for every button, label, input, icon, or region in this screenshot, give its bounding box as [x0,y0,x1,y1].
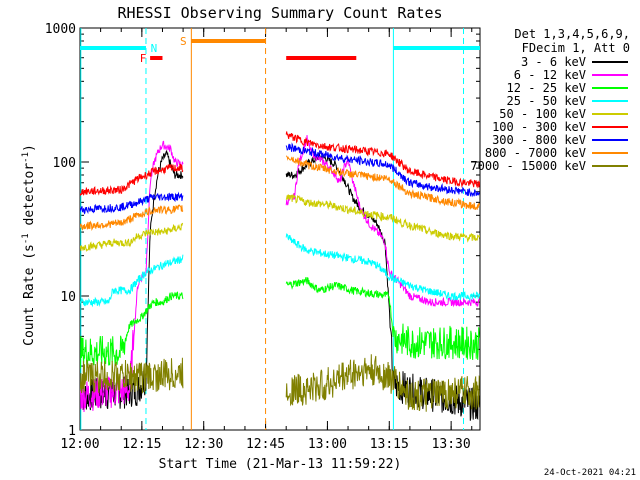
y-axis-label-main: Count Rate (s [22,244,37,346]
y-axis-label-end: ) [22,144,37,152]
series-line-pre-2 [80,291,184,370]
series-line-post-8 [285,354,480,412]
interval-bar-label: S [180,35,187,48]
plot-area: 1 10 100 1000 12:00 12:15 12:30 12:45 13:00 13:15… [45,22,481,452]
y-tick-label: 1 [68,424,76,439]
x-tick-label: 12:45 [246,437,285,452]
plot-frame [79,27,481,431]
series-line-post-6 [285,142,480,198]
legend-label: 50 - 100 keV [499,107,586,121]
x-tick-label: 12:30 [184,437,223,452]
y-axis-label-sup1: -1 [21,233,31,244]
series-line-pre-3 [80,254,184,308]
svg-text:Count Rate (s-1 detector-1): Count Rate (s-1 detector-1) [21,144,37,346]
y-tick-label: 100 [53,156,76,171]
legend-label: 3 - 6 keV [521,55,586,69]
chart-title: RHESSI Observing Summary Count Rates [117,4,442,22]
footer-timestamp: 24-Oct-2021 04:21 [544,468,636,478]
x-axis-label: Start Time (21-Mar-13 11:59:22) [159,457,402,472]
series-line-pre-4 [80,222,184,252]
x-tick-label: 13:30 [432,437,471,452]
legend-label: 300 - 800 keV [492,133,586,147]
y-axis-label: Count Rate (s-1 detector-1) [21,144,37,346]
y-axis-label-mid: detector [22,163,37,234]
series-line-post-2 [285,276,480,361]
y-tick-label: 1000 [45,22,76,37]
series-line-pre-5 [80,163,184,197]
series-group [80,28,480,430]
series-line-pre-8 [80,357,184,394]
x-tick-label: 12:00 [60,437,99,452]
series-line-post-3 [285,233,480,302]
y-tick-label: 10 [60,290,76,305]
legend: Det 1,3,4,5,6,9, FDecim 1, Att 0 3 - 6 k… [470,27,630,173]
series-line-pre-1 [80,140,184,413]
series-line-post-5 [285,131,480,189]
legend-label: 6 - 12 keV [514,68,586,82]
x-tick-label: 12:15 [122,437,161,452]
series-line-post-4 [285,193,480,243]
series-line-post-7 [285,155,480,211]
legend-header-1: Det 1,3,4,5,6,9, [514,27,630,41]
x-tick-label: 13:15 [370,437,409,452]
legend-label: 7000 - 15000 keV [470,159,586,173]
interval-bar-label: N [151,42,158,55]
series-line-pre-6 [80,191,184,215]
legend-label: 12 - 25 keV [507,81,586,95]
series-line-pre-7 [80,204,184,231]
interval-bar-label: F [140,52,147,65]
legend-header-2: FDecim 1, Att 0 [522,41,630,55]
legend-label: 800 - 7000 keV [485,146,586,160]
y-axis-label-sup2: -1 [21,152,31,163]
legend-label: 25 - 50 keV [507,94,586,108]
legend-label: 100 - 300 keV [492,120,586,134]
x-tick-label: 13:00 [308,437,347,452]
